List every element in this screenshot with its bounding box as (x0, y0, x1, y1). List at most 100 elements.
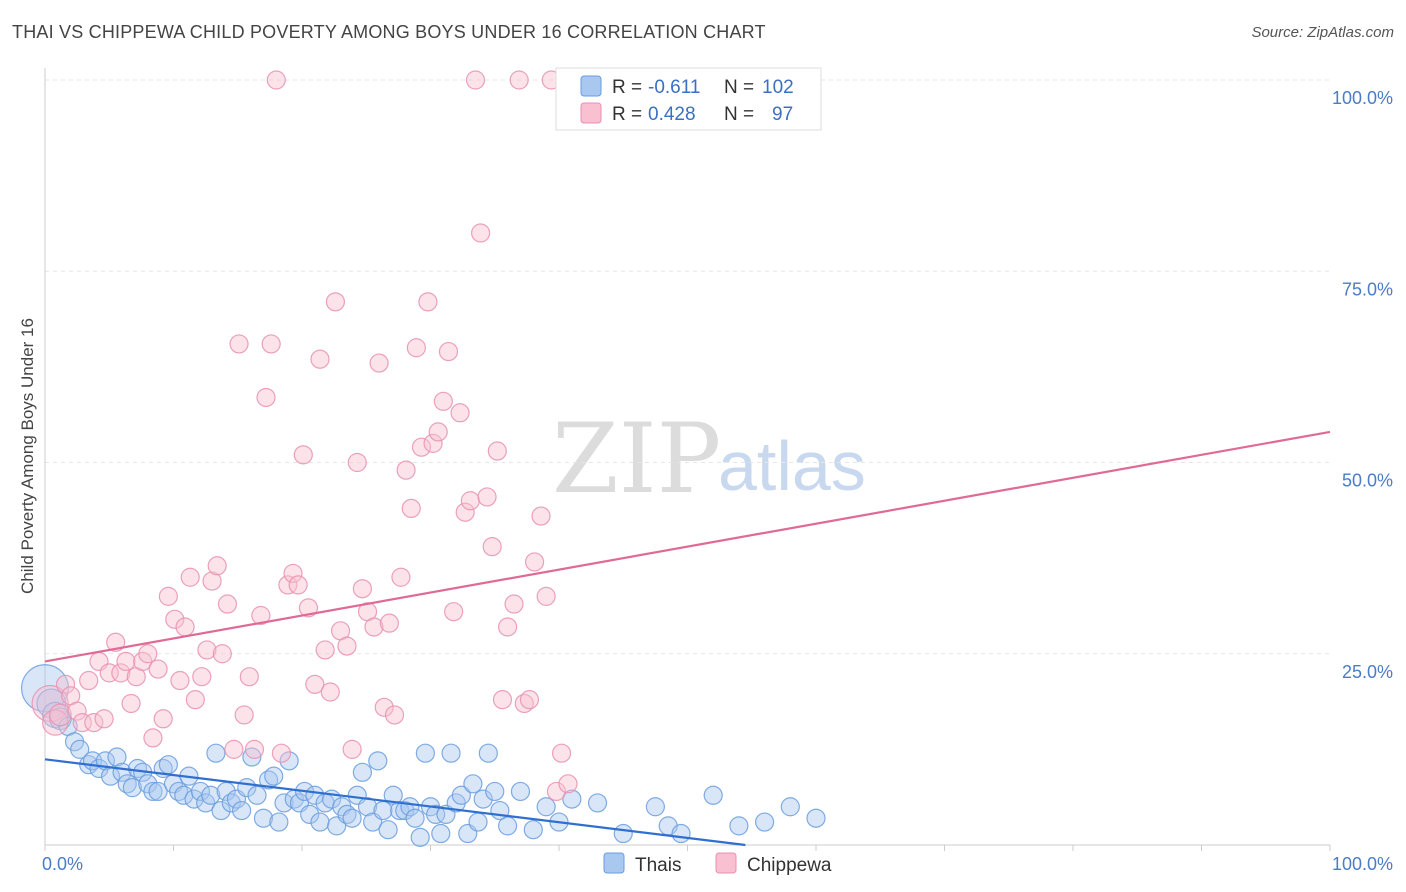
trend-lines (44, 430, 1331, 847)
point-chippewa (234, 705, 254, 725)
point-chippewa (278, 575, 298, 595)
point-chippewa (170, 670, 190, 691)
point-thais (410, 827, 430, 847)
point-chippewa (143, 728, 163, 748)
y-tick-labels: 25.0% 50.0% 75.0% 100.0% (1332, 88, 1393, 682)
point-thais (274, 793, 294, 813)
watermark-atlas: atlas (718, 427, 866, 505)
point-thais (300, 804, 320, 825)
point-thais (400, 797, 420, 817)
point-thais (70, 739, 90, 759)
point-thais (395, 800, 415, 821)
point-chippewa (175, 617, 195, 637)
point-chippewa (384, 705, 405, 725)
point-chippewa (185, 690, 205, 710)
bottom-legend: Thais Chippewa (603, 852, 832, 876)
point-chippewa (192, 667, 212, 687)
legend-r-label-thais: R = (612, 77, 642, 98)
point-chippewa (369, 353, 389, 373)
point-thais (211, 800, 231, 821)
point-chippewa (261, 334, 281, 354)
point-chippewa (72, 712, 92, 733)
point-chippewa (180, 567, 200, 587)
point-chippewa (352, 579, 372, 599)
point-chippewa (514, 693, 534, 714)
point-chippewa (531, 506, 551, 526)
trend-line-chippewa (44, 430, 1331, 663)
legend-n-value-thais: 102 (762, 77, 794, 98)
x-tick-label-min: 0.0% (42, 854, 83, 874)
point-chippewa (116, 651, 136, 672)
y-axis-label: Child Poverty Among Boys Under 16 (18, 318, 37, 594)
point-chippewa (558, 774, 578, 794)
point-thais (451, 785, 471, 805)
point-chippewa (99, 663, 119, 683)
point-thais (122, 778, 142, 798)
point-chippewa (406, 338, 426, 358)
point-chippewa (374, 697, 394, 717)
point-thais (463, 774, 483, 794)
point-chippewa (342, 739, 362, 759)
point-chippewa (492, 690, 513, 710)
point-chippewa (482, 537, 502, 557)
point-chippewa (391, 567, 411, 587)
x-ticks (44, 845, 1331, 851)
point-thais (415, 743, 435, 763)
data-points (21, 70, 826, 847)
point-chippewa (224, 739, 244, 759)
point-thais (426, 804, 446, 825)
x-tick-labels: 0.0% 100.0% (42, 854, 1393, 874)
point-chippewa (239, 667, 259, 687)
point-thais (754, 812, 775, 832)
point-chippewa (433, 391, 453, 411)
legend-r-value-thais: -0.611 (648, 77, 700, 98)
point-chippewa (55, 674, 76, 694)
point-chippewa (450, 403, 470, 423)
point-chippewa (271, 743, 292, 763)
point-chippewa (379, 613, 399, 633)
point-thais (478, 743, 498, 763)
legend: R = -0.611 N = 102 R = 0.428 N = 97 (555, 67, 822, 131)
point-chippewa (411, 437, 432, 457)
point-thais (279, 751, 299, 771)
point-chippewa (465, 70, 486, 90)
point-chippewa (477, 487, 497, 507)
point-chippewa (121, 693, 141, 714)
point-thais (806, 808, 826, 828)
point-chippewa (519, 690, 540, 710)
point-chippewa (428, 422, 448, 442)
point-chippewa (165, 609, 185, 629)
point-thais (352, 762, 372, 782)
point-thais (468, 812, 488, 832)
point-thais (264, 766, 284, 786)
point-chippewa (212, 644, 232, 664)
y-tick-label: 100.0% (1332, 88, 1393, 108)
point-chippewa (207, 556, 227, 576)
point-thais (378, 820, 398, 840)
point-thais (89, 758, 109, 779)
point-chippewa (298, 598, 319, 618)
point-thais (232, 800, 252, 821)
legend-n-label-thais: N = (724, 77, 754, 98)
point-chippewa (325, 292, 346, 312)
trend-line-thais (44, 758, 746, 847)
legend-r-label-chippewa: R = (612, 104, 642, 125)
point-chippewa (138, 644, 158, 664)
point-chippewa (283, 563, 303, 584)
point-chippewa (293, 445, 313, 465)
point-thais (148, 781, 168, 802)
point-thais (498, 816, 518, 836)
point-chippewa (158, 586, 178, 606)
point-chippewa (401, 498, 421, 518)
point-chippewa (49, 703, 72, 727)
point-thais (269, 812, 289, 832)
point-chippewa (471, 223, 491, 243)
point-chippewa (455, 502, 475, 522)
point-chippewa (202, 571, 222, 591)
point-chippewa (347, 452, 367, 473)
point-thais (201, 785, 221, 805)
bottom-legend-swatch-thais (603, 852, 625, 874)
bottom-legend-label-thais: Thais (635, 855, 681, 876)
point-thais (247, 785, 267, 805)
